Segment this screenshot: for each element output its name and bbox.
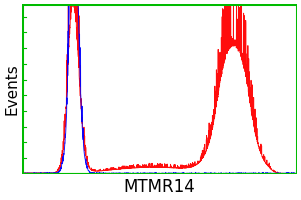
Y-axis label: Events: Events — [4, 63, 19, 115]
X-axis label: MTMR14: MTMR14 — [123, 178, 195, 196]
